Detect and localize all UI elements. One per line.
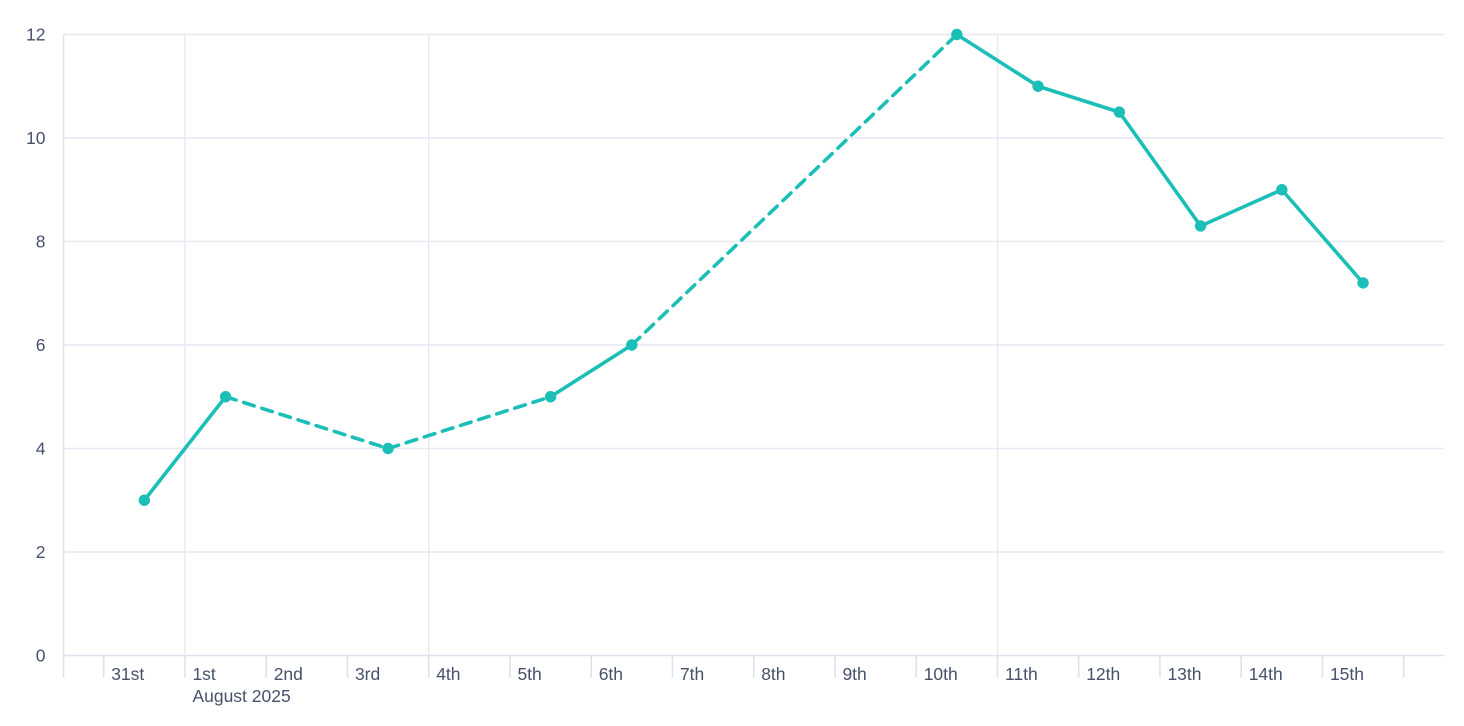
data-point-marker[interactable]	[1276, 184, 1288, 196]
series-segment-solid	[1036, 84, 1122, 114]
x-tick-label: 2nd	[274, 664, 303, 684]
y-tick-label: 12	[26, 25, 45, 45]
data-point-marker[interactable]	[951, 28, 963, 41]
x-tick-label: 8th	[761, 664, 785, 684]
data-point-marker[interactable]	[1113, 106, 1126, 118]
x-tick-label: 6th	[599, 664, 623, 684]
y-tick-label: 10	[26, 128, 46, 148]
x-tick-label: 3rd	[355, 664, 380, 684]
y-tick-label: 4	[36, 439, 46, 459]
series-segment-solid	[1280, 187, 1365, 285]
data-point-marker[interactable]	[626, 339, 638, 351]
x-tick-label: 9th	[842, 664, 866, 684]
series-segment-dashed	[223, 394, 390, 451]
series-segment-dashed	[630, 32, 959, 347]
series-segment-solid	[1117, 110, 1203, 228]
y-tick-label: 8	[36, 232, 46, 252]
x-tick-label: 7th	[680, 664, 704, 684]
x-axis-month-label: August 2025	[192, 686, 290, 706]
x-tick-label: 11th	[1005, 664, 1038, 684]
y-tick-label: 0	[36, 646, 46, 666]
data-point-marker[interactable]	[544, 391, 557, 403]
x-tick-label: 31st	[111, 664, 144, 684]
data-point-marker[interactable]	[1194, 220, 1207, 232]
series-segment-dashed	[386, 394, 553, 451]
x-tick-label: 4th	[436, 664, 460, 684]
data-point-marker[interactable]	[382, 442, 394, 455]
data-point-marker[interactable]	[1357, 277, 1369, 289]
y-tick-label: 2	[36, 542, 46, 562]
series-segment-solid	[142, 394, 228, 503]
x-tick-label: 13th	[1167, 664, 1201, 684]
series-segment-solid	[548, 343, 634, 399]
series-segment-solid	[1198, 187, 1284, 228]
y-tick-label: 6	[36, 335, 46, 355]
data-point-marker[interactable]	[1032, 80, 1044, 92]
x-tick-label: 15th	[1330, 664, 1364, 684]
x-tick-label: 12th	[1086, 664, 1120, 684]
x-tick-label: 5th	[517, 664, 541, 684]
x-tick-label: 10th	[924, 664, 958, 684]
series-segment-solid	[955, 32, 1040, 89]
x-tick-label: 14th	[1249, 664, 1283, 684]
x-tick-label: 1st	[192, 664, 215, 684]
data-point-marker[interactable]	[219, 391, 232, 403]
data-point-marker[interactable]	[138, 494, 151, 506]
